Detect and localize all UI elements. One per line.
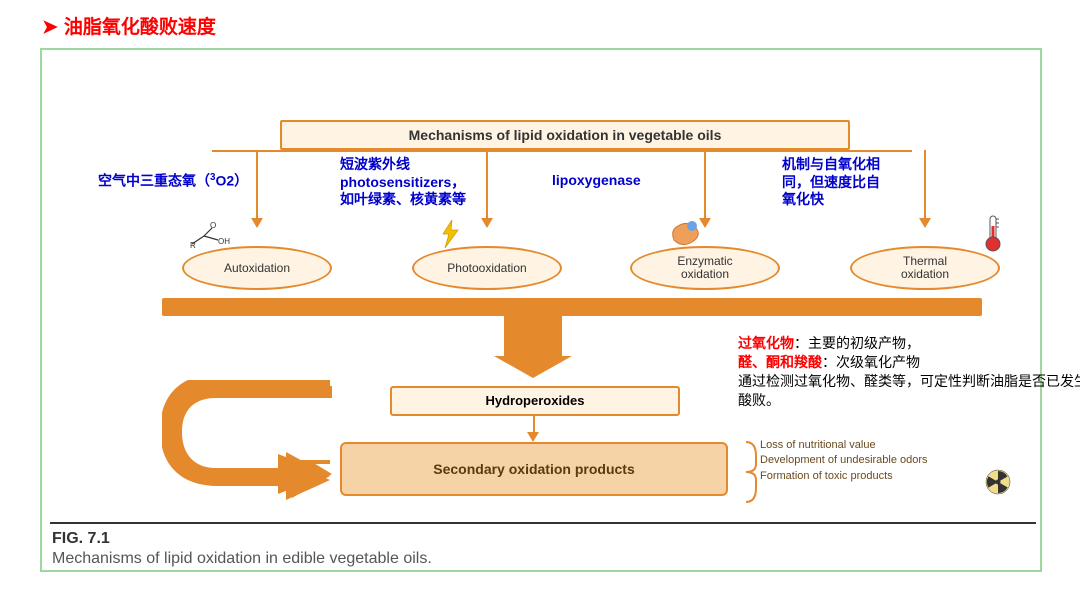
ellipse-thermal: Thermal oxidation xyxy=(850,246,1000,290)
mechanisms-header-box: Mechanisms of lipid oxidation in vegetab… xyxy=(280,120,850,150)
annot-line: 短波紫外线 xyxy=(340,156,410,172)
arrowhead-2 xyxy=(481,218,493,228)
ellipse-autoxidation: Autoxidation xyxy=(182,246,332,290)
effect-item: Formation of toxic products xyxy=(760,469,984,484)
ellipse-label: Thermal oxidation xyxy=(901,255,949,281)
svg-text:R: R xyxy=(190,241,196,250)
effect-item: Loss of nutritional value xyxy=(760,438,984,453)
notes-box: 过氧化物：主要的初级产物， 醛、酮和羧酸：次级氧化产物 通过检测过氧化物、醛类等… xyxy=(738,334,1080,410)
secondary-products-box: Secondary oxidation products xyxy=(340,442,728,496)
lightning-icon xyxy=(440,220,462,248)
arrowhead-4 xyxy=(919,218,931,228)
slide-title-text: 油脂氧化酸败速度 xyxy=(64,17,216,38)
thermometer-icon xyxy=(984,214,1002,254)
connector-bar xyxy=(212,150,912,152)
dropline-2 xyxy=(486,150,488,218)
annot-line: 氧化快 xyxy=(782,191,824,207)
ellipse-label: Photooxidation xyxy=(447,261,526,275)
effect-item: Development of undesirable odors xyxy=(760,453,984,468)
arrowhead-1 xyxy=(251,218,263,228)
annotation-thermal: 机制与自氧化相 同，但速度比自 氧化快 xyxy=(782,156,880,209)
annot-line: 机制与自氧化相 xyxy=(782,156,880,172)
note-keyword: 过氧化物 xyxy=(738,335,794,351)
annotation-photooxidation: 短波紫外线 photosensitizers， 如叶绿素、核黄素等 xyxy=(340,156,466,209)
annot-line: 同，但速度比自 xyxy=(782,174,880,190)
effects-list: Loss of nutritional value Development of… xyxy=(760,438,984,484)
radiation-icon xyxy=(984,468,1012,496)
annotation-autoxidation: 空气中三重态氧（3O2） xyxy=(98,172,248,190)
figure-caption: Mechanisms of lipid oxidation in edible … xyxy=(52,550,432,568)
svg-text:OH: OH xyxy=(218,237,230,246)
slide-title: ➤ 油脂氧化酸败速度 xyxy=(42,12,216,39)
annot-line: photosensitizers， xyxy=(340,174,465,190)
note-body: 通过检测过氧化物、醛类等，可定性判断油脂是否已发生酸败。 xyxy=(738,373,1080,408)
u-turn-arrow-overlay xyxy=(154,376,334,500)
dropline-1 xyxy=(256,150,258,218)
figure-label: FIG. 7.1 xyxy=(52,530,110,548)
bullet-icon: ➤ xyxy=(42,17,58,38)
note-text: ：次级氧化产物 xyxy=(822,354,920,370)
figure-frame: Mechanisms of lipid oxidation in vegetab… xyxy=(40,48,1042,572)
hydroperoxides-box: Hydroperoxides xyxy=(390,386,680,416)
dropline-3 xyxy=(704,150,706,218)
ellipse-photooxidation: Photooxidation xyxy=(412,246,562,290)
figure-divider xyxy=(50,522,1036,524)
funnel-neck xyxy=(504,316,562,356)
svg-text:O: O xyxy=(210,221,216,230)
funnel-bar xyxy=(162,298,982,316)
ellipse-enzymatic: Enzymatic oxidation xyxy=(630,246,780,290)
funnel-arrowhead xyxy=(494,356,572,378)
ellipse-label: Autoxidation xyxy=(224,261,290,275)
ellipse-label: Enzymatic oxidation xyxy=(677,255,732,281)
annot-line: 如叶绿素、核黄素等 xyxy=(340,191,466,207)
annotation-enzymatic: lipoxygenase xyxy=(552,172,641,190)
molecule-icon: R O OH xyxy=(188,220,232,250)
note-keyword: 醛、酮和羧酸 xyxy=(738,354,822,370)
note-text: ：主要的初级产物， xyxy=(794,335,920,351)
mid-arrowhead xyxy=(527,432,539,442)
dropline-4 xyxy=(924,150,926,218)
bracket-icon xyxy=(742,440,760,504)
enzyme-icon xyxy=(668,220,702,248)
